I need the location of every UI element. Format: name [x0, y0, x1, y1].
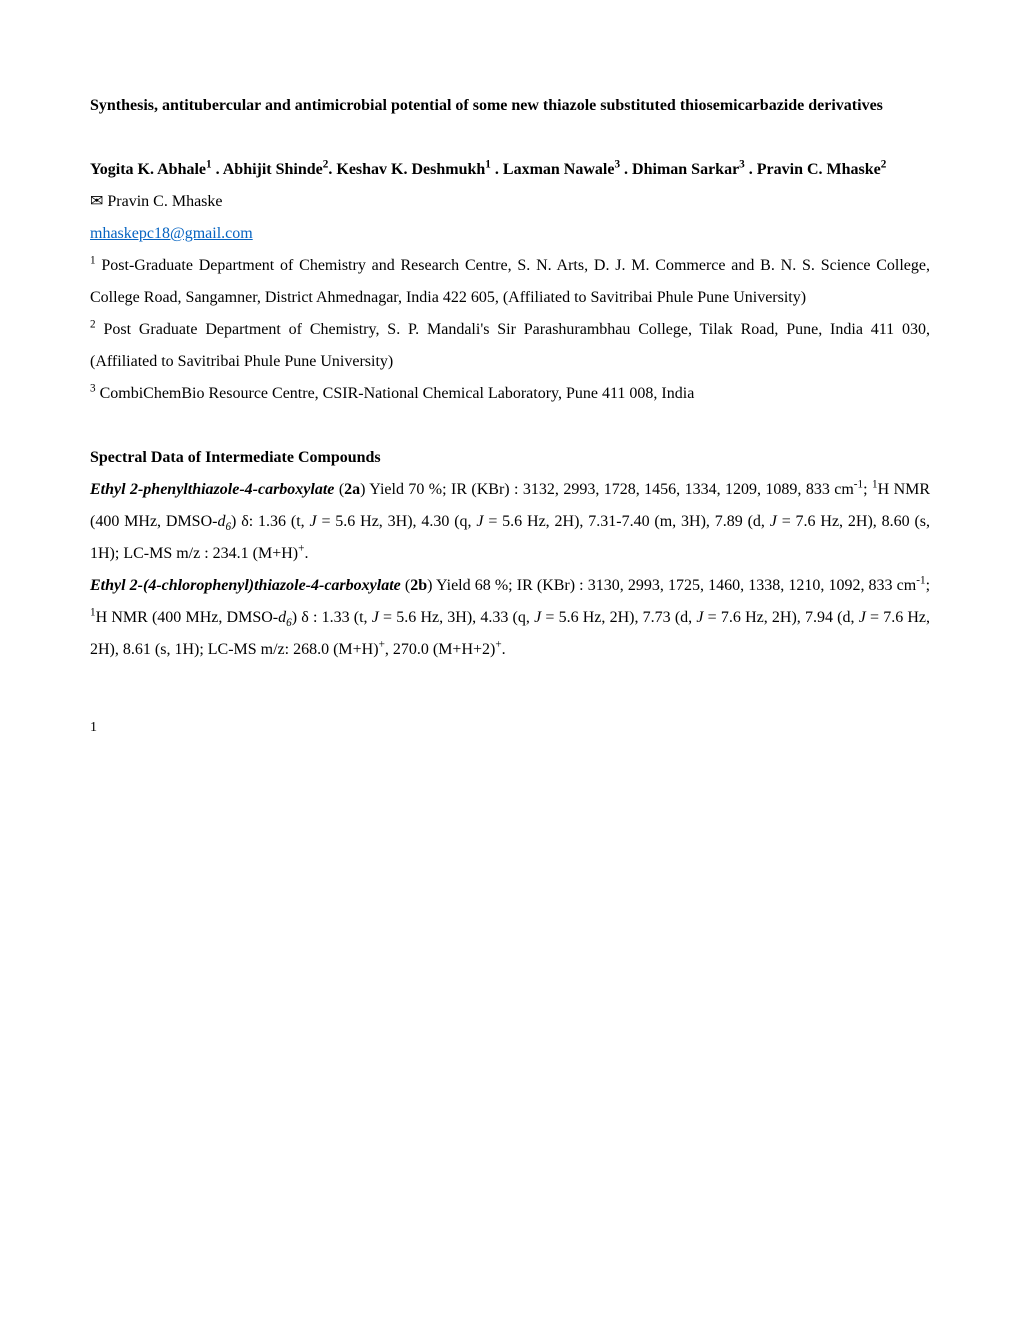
compound-2b-j3text: = 7.6 Hz, 2H), 7.94 (d, — [703, 609, 858, 626]
author-6: Pravin C. Mhaske — [757, 161, 881, 178]
compound-2b-d: d — [278, 609, 286, 626]
compound-2b-name: Ethyl 2-(4-chlorophenyl)thiazole-4-carbo… — [90, 577, 401, 594]
author-3-sup: 1 — [485, 159, 491, 171]
compound-2a-id: 2a — [344, 481, 360, 498]
corresponding-author-name: Pravin C. Mhaske — [107, 193, 222, 210]
compound-2b-delta: ) δ : 1.33 (t, — [292, 609, 372, 626]
compound-2a-j2text: = 5.6 Hz, 2H), 7.31-7.40 (m, 3H), 7.89 (… — [483, 513, 769, 530]
compound-2a-pre: ( — [334, 481, 344, 498]
compound-2b-comma: , 270.0 (M+H+2) — [385, 641, 495, 658]
compound-2a-cminv: -1 — [854, 479, 863, 491]
author-5-sup: 3 — [739, 159, 745, 171]
author-4: Laxman Nawale — [503, 161, 615, 178]
compound-2a-name: Ethyl 2-phenylthiazole-4-carboxylate — [90, 481, 334, 498]
compound-2b-postid: ) Yield 68 %; IR (KBr) : 3130, 2993, 172… — [427, 577, 916, 594]
email-line: mhaskepc18@gmail.com — [90, 218, 930, 250]
section-heading: Spectral Data of Intermediate Compounds — [90, 442, 930, 474]
compound-2a-semi: ; — [863, 481, 872, 498]
compound-2b-j4: J — [859, 609, 866, 626]
affiliation-1-text: Post-Graduate Department of Chemistry an… — [90, 257, 930, 306]
authors-line: Yogita K. Abhale1 . Abhijit Shinde2. Kes… — [90, 154, 930, 186]
author-4-sup: 3 — [614, 159, 620, 171]
affiliation-3-sup: 3 — [90, 383, 96, 395]
author-1-sup: 1 — [206, 159, 212, 171]
envelope-icon: ✉ — [90, 193, 103, 210]
compound-2a-j1text: = 5.6 Hz, 3H), 4.30 (q, — [317, 513, 477, 530]
affiliation-1-sup: 1 — [90, 255, 96, 267]
author-2: Abhijit Shinde — [223, 161, 323, 178]
affiliation-3-text: CombiChemBio Resource Centre, CSIR-Natio… — [100, 385, 695, 402]
compound-2b-j2text: = 5.6 Hz, 2H), 7.73 (d, — [541, 609, 696, 626]
compound-2b-semi: ; — [926, 577, 930, 594]
affiliation-3: 3 CombiChemBio Resource Centre, CSIR-Nat… — [90, 378, 930, 410]
compound-2a-period: . — [304, 545, 308, 562]
compound-2a-delta: ) δ: 1.36 (t, — [231, 513, 309, 530]
compound-2b-cminv: -1 — [916, 575, 925, 587]
compound-2a-block: Ethyl 2-phenylthiazole-4-carboxylate (2a… — [90, 474, 930, 570]
affiliation-1: 1 Post-Graduate Department of Chemistry … — [90, 250, 930, 314]
author-6-sup: 2 — [881, 159, 887, 171]
compound-2b-j1: J — [372, 609, 379, 626]
compound-2a-postid: ) Yield 70 %; IR (KBr) : 3132, 2993, 172… — [360, 481, 854, 498]
compound-2b-pre: ( — [401, 577, 410, 594]
author-1: Yogita K. Abhale — [90, 161, 206, 178]
page-number: 1 — [90, 714, 930, 742]
compound-2b-nmrtext: H NMR (400 MHz, DMSO- — [96, 609, 279, 626]
author-2-sup: 2 — [323, 159, 329, 171]
compound-2b-period: . — [502, 641, 506, 658]
affiliation-2-text: Post Graduate Department of Chemistry, S… — [90, 321, 930, 370]
compound-2a-j3: J — [770, 513, 777, 530]
affiliation-2-sup: 2 — [90, 319, 96, 331]
compound-2b-j1text: = 5.6 Hz, 3H), 4.33 (q, — [379, 609, 534, 626]
compound-2b-id: 2b — [410, 577, 427, 594]
paper-title: Synthesis, antitubercular and antimicrob… — [90, 90, 930, 122]
author-3: Keshav K. Deshmukh — [336, 161, 485, 178]
email-link[interactable]: mhaskepc18@gmail.com — [90, 225, 253, 242]
corresponding-line: ✉ Pravin C. Mhaske — [90, 186, 930, 218]
affiliation-2: 2 Post Graduate Department of Chemistry,… — [90, 314, 930, 378]
compound-2b-block: Ethyl 2-(4-chlorophenyl)thiazole-4-carbo… — [90, 570, 930, 666]
author-5: Dhiman Sarkar — [632, 161, 739, 178]
compound-2a-j1: J — [310, 513, 317, 530]
